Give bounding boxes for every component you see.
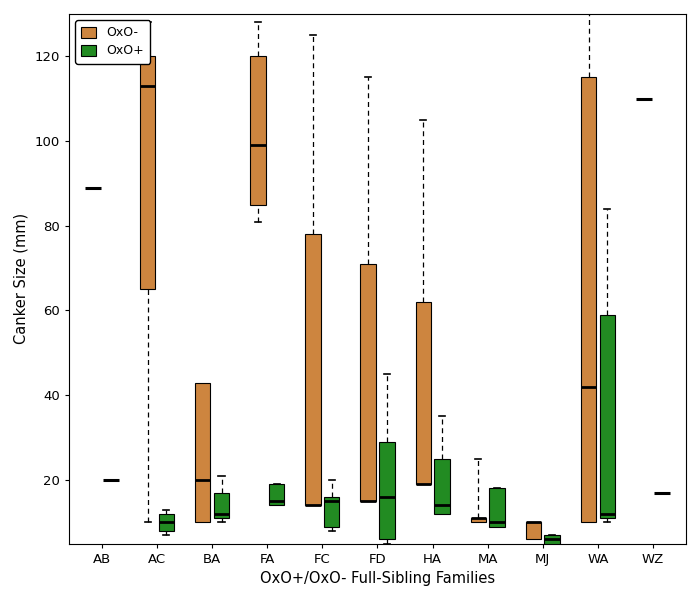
- X-axis label: OxO+/OxO- Full-Sibling Families: OxO+/OxO- Full-Sibling Families: [260, 571, 495, 586]
- Bar: [250, 56, 265, 205]
- Bar: [360, 264, 376, 501]
- Bar: [324, 497, 340, 527]
- Bar: [379, 442, 395, 539]
- Bar: [269, 484, 284, 505]
- Bar: [581, 77, 596, 523]
- Bar: [545, 535, 560, 544]
- Bar: [214, 493, 229, 518]
- Legend: OxO-, OxO+: OxO-, OxO+: [75, 20, 150, 64]
- Bar: [600, 315, 615, 518]
- Bar: [416, 302, 431, 484]
- Bar: [140, 56, 155, 289]
- Bar: [489, 488, 505, 527]
- Bar: [470, 518, 486, 523]
- Bar: [526, 523, 541, 539]
- Bar: [195, 383, 211, 523]
- Bar: [159, 514, 174, 531]
- Bar: [305, 234, 321, 505]
- Y-axis label: Canker Size (mm): Canker Size (mm): [14, 213, 29, 344]
- Bar: [434, 459, 449, 514]
